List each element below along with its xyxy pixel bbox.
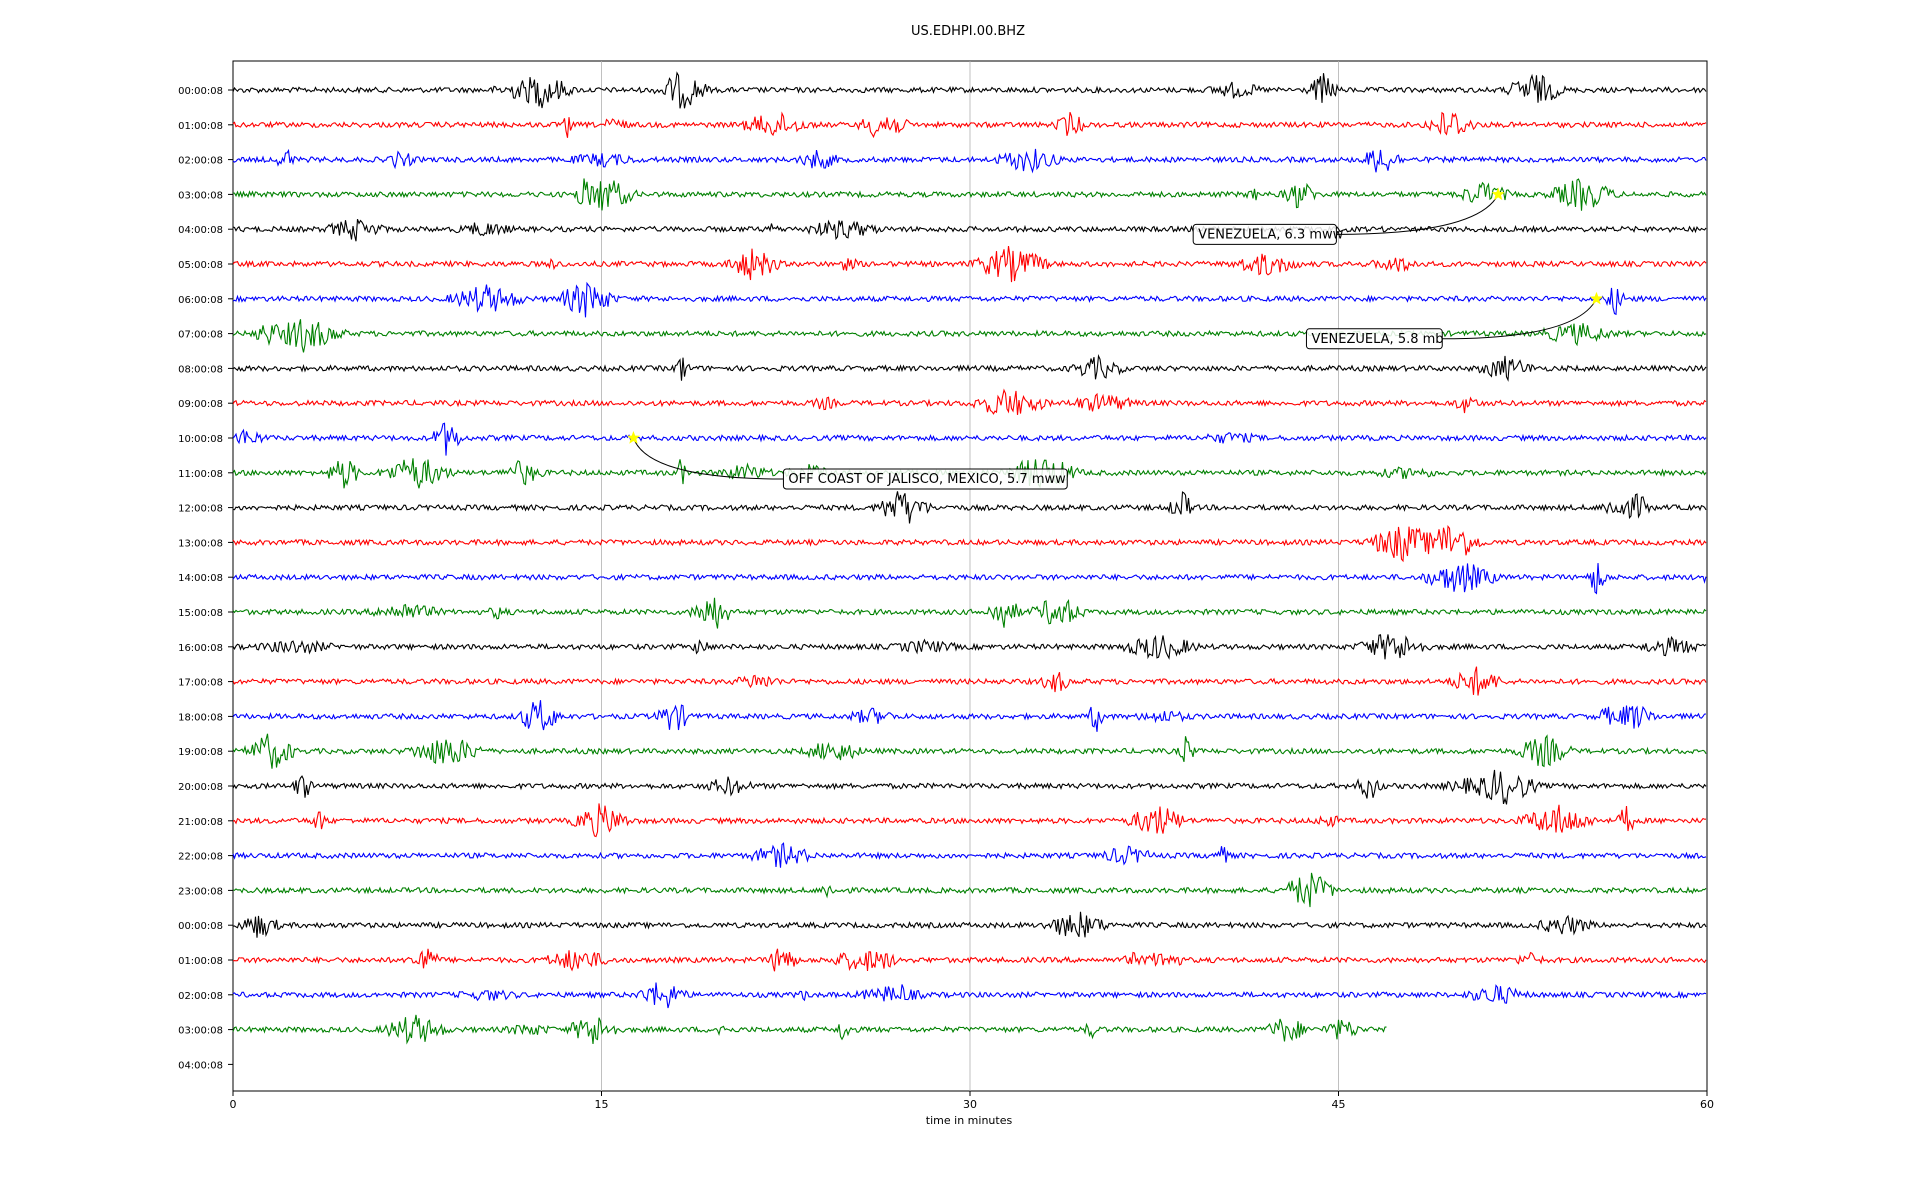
event-label-box: [782, 468, 1068, 490]
row-time-label: 10:00:08: [178, 434, 223, 445]
seismic-trace: [232, 666, 1707, 696]
seismic-traces: [232, 71, 1707, 1045]
row-time-label: 05:00:08: [178, 260, 223, 271]
row-time-label: 12:00:08: [178, 504, 223, 515]
seismic-trace: [232, 319, 1707, 353]
row-time-label: 00:00:08: [178, 921, 223, 932]
row-time-label: 07:00:08: [178, 330, 223, 341]
row-time-label: 04:00:08: [178, 1060, 223, 1071]
seismic-trace: [232, 246, 1707, 283]
chart-title: US.EDHPI.00.BHZ: [911, 24, 1025, 39]
seismic-trace: [232, 281, 1707, 318]
event-label-box: [1192, 223, 1337, 245]
row-time-label: 17:00:08: [178, 678, 223, 689]
row-time-label: 15:00:08: [178, 608, 223, 619]
row-time-label: 03:00:08: [178, 1026, 223, 1037]
seismic-trace: [232, 148, 1707, 174]
row-time-label: 09:00:08: [178, 399, 223, 410]
x-tick-label: 60: [1700, 1098, 1714, 1111]
row-time-label: 23:00:08: [178, 886, 223, 897]
row-time-label: 14:00:08: [178, 573, 223, 584]
seismic-trace: [232, 948, 1707, 972]
seismic-trace: [232, 1014, 1387, 1045]
event-label-box: [1305, 328, 1443, 350]
row-time-label: 11:00:08: [178, 469, 223, 480]
row-time-label: 19:00:08: [178, 747, 223, 758]
seismic-trace: [232, 700, 1707, 732]
row-time-label: 04:00:08: [178, 225, 223, 236]
seismic-trace: [232, 803, 1706, 838]
seismic-trace: [232, 842, 1707, 868]
event-connector: [632, 437, 784, 480]
row-time-label: 01:00:08: [178, 956, 223, 967]
row-time-label: 13:00:08: [178, 538, 223, 549]
seismic-trace: [232, 733, 1707, 769]
seismic-trace: [232, 219, 1707, 242]
row-time-label: 02:00:08: [178, 991, 223, 1002]
row-time-label: 02:00:08: [178, 156, 223, 167]
seismic-trace: [232, 71, 1707, 109]
x-axis-label: time in minutes: [926, 1114, 1013, 1127]
seismic-trace: [232, 597, 1707, 629]
row-time-labels: 00:00:08 01:00:08 02:00:08 03:00:08 04:00:08…: [178, 86, 233, 1071]
event-label: OFF COAST OF JALISCO, MEXICO, 5.7 mww: [788, 472, 1066, 487]
seismic-trace: [232, 872, 1707, 908]
row-time-label: 20:00:08: [178, 782, 223, 793]
seismic-trace: [232, 111, 1707, 139]
event-connector: [1442, 298, 1597, 340]
seismic-trace: [232, 422, 1707, 456]
x-tick-label: 45: [1332, 1098, 1346, 1111]
seismic-trace: [232, 491, 1707, 524]
seismic-trace: [232, 388, 1707, 415]
event-label: VENEZUELA, 5.8 mb: [1311, 332, 1443, 347]
seismic-trace: [232, 524, 1707, 563]
x-tick-label: 30: [963, 1098, 977, 1111]
seismic-trace: [232, 911, 1707, 938]
event-label: VENEZUELA, 6.3 mww: [1198, 227, 1343, 242]
row-time-label: 21:00:08: [178, 817, 223, 828]
row-time-label: 03:00:08: [178, 190, 223, 201]
event-connector: [1336, 194, 1499, 235]
seismic-trace: [232, 563, 1707, 595]
x-axis-ticks: 0 15 30 45 60: [230, 1091, 1714, 1111]
seismic-trace: [232, 982, 1707, 1009]
x-tick-label: 15: [595, 1098, 609, 1111]
row-time-label: 08:00:08: [178, 364, 223, 375]
event-star-icon: [626, 431, 641, 444]
row-time-label: 06:00:08: [178, 295, 223, 306]
row-time-label: 01:00:08: [178, 121, 223, 132]
row-time-label: 00:00:08: [178, 86, 223, 97]
seismic-trace: [232, 769, 1707, 805]
seismic-trace: [232, 353, 1707, 382]
row-time-label: 16:00:08: [178, 643, 223, 654]
row-time-label: 22:00:08: [178, 852, 223, 863]
event-star-icon: [1589, 291, 1604, 305]
seismic-trace: [232, 178, 1707, 211]
row-time-label: 18:00:08: [178, 712, 223, 723]
seismic-trace: [232, 634, 1707, 660]
event-annotations: VENEZUELA, 6.3 mww VENEZUELA, 5.8 mb OFF C…: [626, 187, 1604, 490]
event-star-icon: [1491, 187, 1505, 201]
x-tick-label: 0: [230, 1098, 237, 1111]
